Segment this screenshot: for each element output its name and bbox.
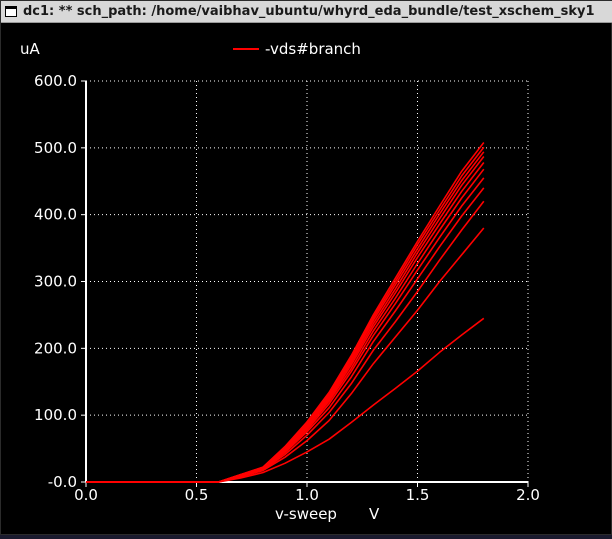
series-trace-1 (86, 317, 485, 483)
series-trace-10 (86, 146, 485, 483)
y-tick-label: 300.0 (34, 273, 77, 291)
x-tick-label: 1.0 (295, 486, 319, 504)
window-title: dc1: ** sch_path: /home/vaibhav_ubuntu/w… (23, 4, 595, 19)
y-tick-label: 100.0 (34, 406, 77, 424)
x-tick-label: 2.0 (516, 486, 540, 504)
legend-entry: -vds#branch (265, 40, 361, 58)
tick-labels: -0.0 100.0 200.0 300.0 400.0 500.0 600.0 0.0 0.5… (34, 72, 540, 504)
series-trace-8 (86, 156, 485, 483)
title-bar[interactable]: dc1: ** sch_path: /home/vaibhav_ubuntu/w… (1, 1, 612, 23)
series-trace-6 (86, 168, 485, 483)
y-tick-label: -0.0 (48, 473, 77, 491)
x-tick-label: 1.5 (406, 486, 430, 504)
y-tick-label: 500.0 (34, 139, 77, 157)
y-tick-label: 200.0 (34, 339, 77, 357)
y-tick-label: 400.0 (34, 206, 77, 224)
plot-area[interactable]: -0.0 100.0 200.0 300.0 400.0 500.0 600.0 0.0 0.5… (3, 29, 611, 534)
y-tick-label: 600.0 (34, 72, 77, 90)
window-menu-icon[interactable] (5, 6, 17, 17)
dc-sweep-chart[interactable]: -0.0 100.0 200.0 300.0 400.0 500.0 600.0 0.0 0.5… (3, 29, 611, 534)
series-trace-7 (86, 162, 485, 483)
x-axis-label: v-sweep (275, 505, 337, 523)
grid (86, 80, 529, 482)
series-trace-9 (86, 151, 485, 483)
y-axis-unit-label: uA (20, 40, 41, 58)
series-traces (86, 142, 485, 483)
series-trace-2 (86, 227, 485, 483)
series-trace-5 (86, 177, 485, 483)
x-tick-label: 0.0 (74, 486, 98, 504)
x-tick-label: 0.5 (185, 486, 209, 504)
x-axis-unit: V (369, 505, 380, 523)
series-trace-11 (86, 142, 485, 483)
